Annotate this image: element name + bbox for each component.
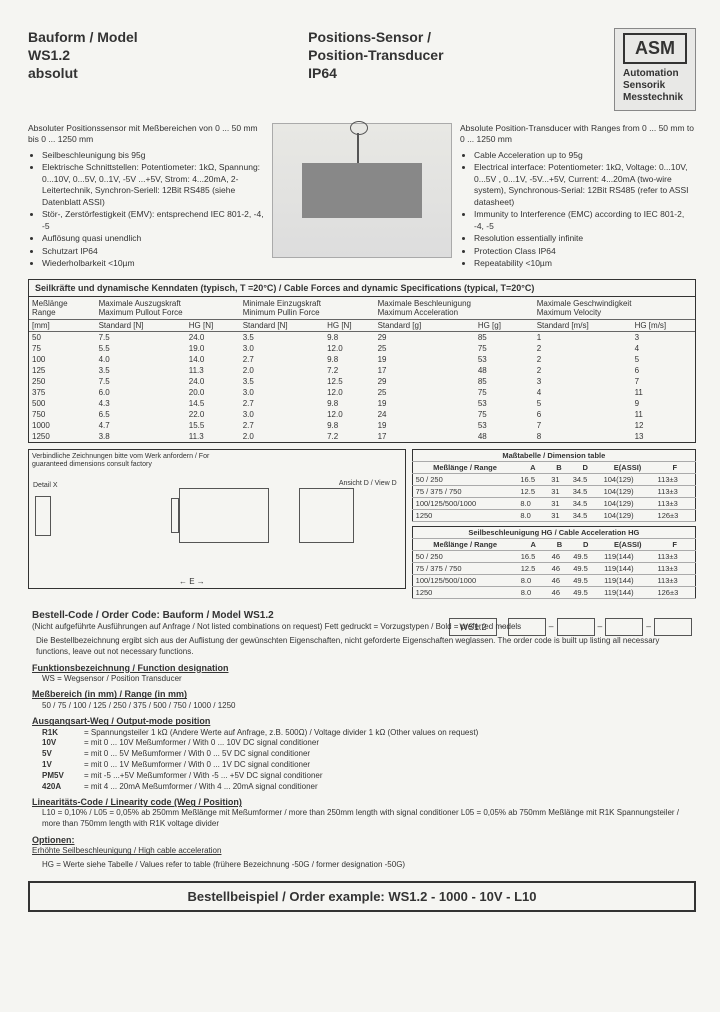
spec-row: 10004.715.52.79.81953712 [29,420,695,431]
lin-line: L10 = 0,10% / L05 = 0,05% ab 250mm Meßlä… [42,808,692,830]
spec-row: 3756.020.03.012.02575411 [29,387,695,398]
dim-row: 12508.03134.5104(129)126±3 [412,509,695,521]
intro-de-item: Elektrische Schnittstellen: Potentiomete… [42,162,264,208]
logo-sub3: Messtechnik [623,92,687,104]
spec-row: 7506.522.03.012.02475611 [29,409,695,420]
intro-en: Absolute Position-Transducer with Ranges… [460,123,696,271]
device-drawing [302,163,422,218]
product-line3: IP64 [308,64,443,82]
intro-de-item: Seilbeschleunigung bis 95g [42,150,264,161]
spec-row: 1253.511.32.07.2174826 [29,365,695,376]
code-box-4 [654,618,692,636]
logo-sub2: Sensorik [623,80,687,92]
output-head: Ausgangsart-Weg / Output-mode position [32,715,692,727]
dimension-drawing: Verbindliche Zeichnungen bitte vom Werk … [28,449,406,589]
order-section: Bestell-Code / Order Code: Bauform / Mod… [28,609,696,871]
spec-table-box: Seilkräfte und dynamische Kenndaten (typ… [28,279,696,443]
dim-tables: Maßtabelle / Dimension tableMeßlänge / R… [412,449,696,603]
spec-table: MeßlängeRangeMaximale AuszugskraftMaximu… [29,297,695,442]
spec-title: Seilkräfte und dynamische Kenndaten (typ… [29,280,695,297]
dim-row: 100/125/500/10008.03134.5104(129)113±3 [412,497,695,509]
view-label: Ansicht D / View D [339,480,397,487]
intro-de-item: Stör-, Zerstörfestigkeit (EMV): entsprec… [42,209,264,232]
dim-row: 50 / 25016.53134.5104(129)113±3 [412,473,695,485]
logo-sub1: Automation [623,68,687,80]
intro-de-item: Auflösung quasi unendlich [42,233,264,244]
spec-row: 507.524.03.59.8298513 [29,331,695,343]
header-mid: Positions-Sensor / Position-Transducer I… [308,28,443,83]
intro-en-item: Cable Acceleration up to 95g [474,150,696,161]
spec-row: 755.519.03.012.0257524 [29,343,695,354]
header-left: Bauform / Model WS1.2 absolut [28,28,138,83]
opt-head: Optionen: [32,834,692,846]
output-codes: R1K= Spannungsteiler 1 kΩ (Andere Werte … [42,728,692,793]
logo-box: ASM Automation Sensorik Messtechnik [614,28,696,111]
lin-head: Linearitäts-Code / Linearity code (Weg /… [32,796,692,808]
output-code-row: PM5V= mit -5 ...+5V Meßumformer / With -… [42,771,692,782]
output-code-row: 10V= mit 0 ... 10V Meßumformer / With 0 … [42,738,692,749]
order-desc: Die Bestellbezeichnung ergibt sich aus d… [36,636,692,658]
intro-en-lead: Absolute Position-Transducer with Ranges… [460,123,696,146]
code-box-2 [557,618,595,636]
spec-row: 5004.314.52.79.8195359 [29,398,695,409]
model-line2: WS1.2 [28,46,138,64]
product-photo [272,123,452,258]
dim-row: 50 / 25016.54649.5119(144)113±3 [412,550,695,562]
func-line: WS = Wegsensor / Position Transducer [42,674,692,685]
dim-table-1: Maßtabelle / Dimension tableMeßlänge / R… [412,449,696,522]
intro-columns: Absoluter Positionssensor mit Meßbereich… [28,123,696,271]
page-header: Bauform / Model WS1.2 absolut Positions-… [28,28,696,111]
product-line1: Positions-Sensor / [308,28,443,46]
func-head: Funktionsbezeichnung / Function designat… [32,662,692,674]
dim-row: 75 / 375 / 75012.53134.5104(129)113±3 [412,485,695,497]
range-line: 50 / 75 / 100 / 125 / 250 / 375 / 500 / … [42,701,692,712]
intro-de-item: Wiederholbarkeit <10µm [42,258,264,269]
intro-de: Absoluter Positionssensor mit Meßbereich… [28,123,264,271]
detail-label: Detail X [33,482,58,489]
range-head: Meßbereich (in mm) / Range (in mm) [32,688,692,700]
intro-de-item: Schutzart IP64 [42,246,264,257]
intro-en-item: Resolution essentially infinite [474,233,696,244]
dim-table-2: Seilbeschleunigung HG / Cable Accelerati… [412,526,696,599]
intro-en-item: Protection Class IP64 [474,246,696,257]
intro-en-item: Repeatability <10µm [474,258,696,269]
opt-line: HG = Werte siehe Tabelle / Values refer … [42,860,692,871]
output-code-row: 420A= mit 4 ... 20mA Meßumformer / With … [42,782,692,793]
output-code-row: 5V= mit 0 ... 5V Meßumformer / With 0 ..… [42,749,692,760]
output-code-row: 1V= mit 0 ... 1V Meßumformer / With 0 ..… [42,760,692,771]
code-box-3 [605,618,643,636]
logo-sub: Automation Sensorik Messtechnik [623,68,687,104]
intro-de-lead: Absoluter Positionssensor mit Meßbereich… [28,123,264,146]
dim-row: 100/125/500/10008.04649.5119(144)113±3 [412,574,695,586]
spec-row: 12503.811.32.07.21748813 [29,431,695,442]
product-line2: Position-Transducer [308,46,443,64]
output-code-row: R1K= Spannungsteiler 1 kΩ (Andere Werte … [42,728,692,739]
drawing-note: Verbindliche Zeichnungen bitte vom Werk … [32,453,220,470]
logo-main: ASM [623,33,687,64]
mid-zone: Verbindliche Zeichnungen bitte vom Werk … [28,449,696,603]
spec-row: 1004.014.02.79.8195325 [29,354,695,365]
model-line3: absolut [28,64,138,82]
model-line1: Bauform / Model [28,28,138,46]
dim-row: 75 / 375 / 75012.54649.5119(144)113±3 [412,562,695,574]
order-example: Bestellbeispiel / Order example: WS1.2 -… [28,881,696,912]
dim-row: 12508.04649.5119(144)126±3 [412,586,695,598]
opt-sub: Erhöhte Seilbeschleunigung / High cable … [32,846,692,857]
intro-en-item: Immunity to Interference (EMC) according… [474,209,696,232]
intro-en-item: Electrical interface: Potentiometer: 1kΩ… [474,162,696,208]
spec-row: 2507.524.03.512.5298537 [29,376,695,387]
